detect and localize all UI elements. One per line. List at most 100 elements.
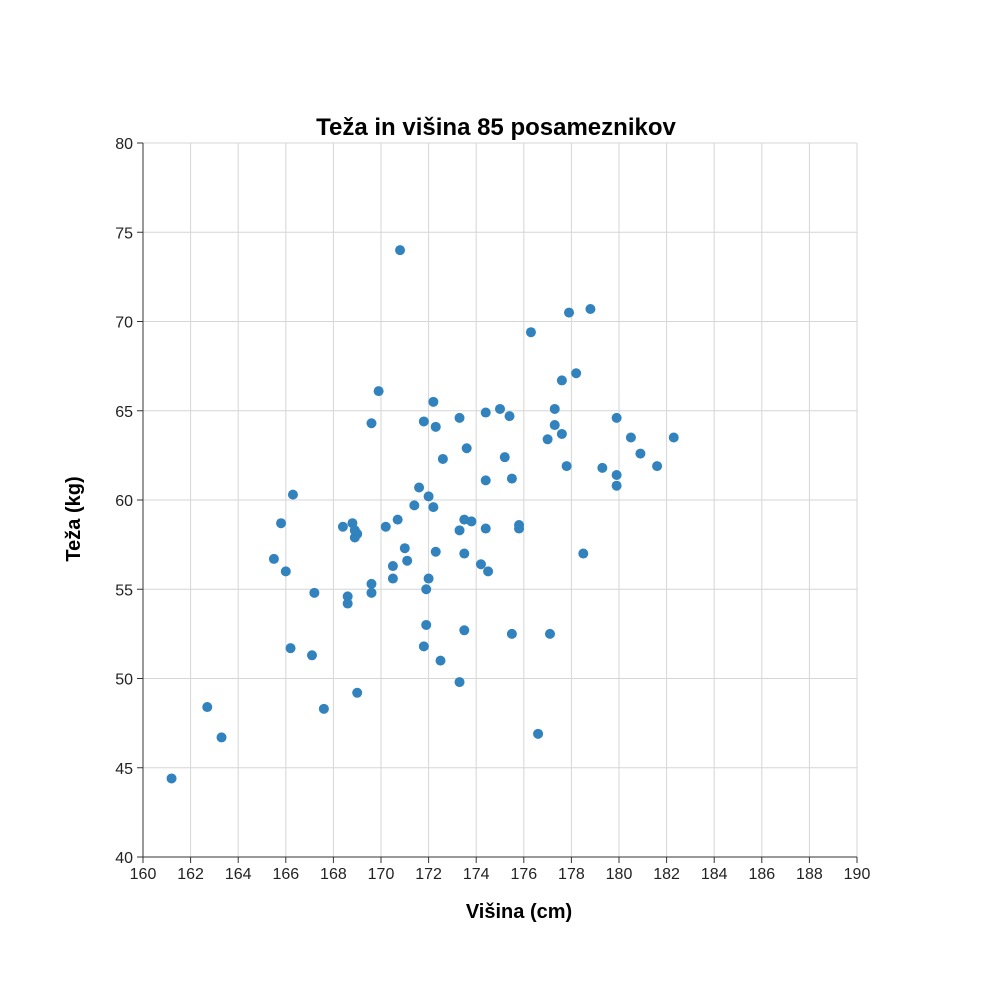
x-tick-label: 184 [701, 866, 728, 883]
data-point [561, 461, 572, 472]
data-point [454, 525, 465, 536]
x-tick-label: 166 [272, 866, 299, 883]
data-point [556, 375, 567, 386]
data-point [380, 521, 391, 532]
data-point [318, 703, 329, 714]
y-tick: 65 [115, 404, 143, 421]
data-point [418, 416, 429, 427]
y-tick: 40 [115, 850, 143, 867]
data-point [392, 514, 403, 525]
x-tick-label: 182 [653, 866, 680, 883]
y-tick: 75 [115, 225, 143, 242]
x-tick-label: 178 [558, 866, 585, 883]
x-tick: 190 [844, 857, 870, 883]
x-tick: 160 [130, 857, 157, 883]
data-point [287, 489, 298, 500]
data-point [402, 555, 413, 566]
x-tick: 174 [463, 857, 490, 883]
y-tick-label: 50 [115, 672, 133, 689]
data-point [352, 528, 363, 539]
data-point [578, 548, 589, 559]
data-point [611, 480, 622, 491]
data-point [428, 396, 439, 407]
data-point [549, 420, 560, 431]
data-point [571, 368, 582, 379]
data-point [342, 598, 353, 609]
data-point [435, 655, 446, 666]
data-point [495, 403, 505, 414]
x-tick: 164 [225, 857, 252, 883]
data-point [437, 453, 448, 464]
y-tick-label: 80 [115, 136, 133, 153]
y-tick: 60 [115, 493, 143, 510]
data-point [475, 559, 486, 570]
x-tick-label: 168 [320, 866, 347, 883]
data-point [668, 432, 679, 443]
data-point [409, 500, 420, 511]
data-point [533, 728, 544, 739]
data-point [514, 523, 525, 534]
data-point [459, 625, 470, 636]
data-point [483, 566, 494, 577]
data-point [423, 491, 434, 502]
data-point [454, 412, 465, 423]
x-tick-label: 160 [130, 866, 157, 883]
data-point [564, 307, 575, 318]
data-point [556, 428, 567, 439]
data-point [418, 641, 429, 652]
data-point [423, 573, 434, 584]
data-point [399, 543, 410, 554]
x-tick-label: 188 [796, 866, 823, 883]
data-point [549, 403, 560, 414]
x-tick: 186 [748, 857, 775, 883]
x-tick-label: 172 [415, 866, 442, 883]
data-point [454, 677, 465, 688]
data-point [342, 591, 353, 602]
data-point [635, 448, 646, 459]
data-point [597, 462, 608, 473]
y-tick: 70 [115, 315, 143, 332]
x-tick-label: 164 [225, 866, 252, 883]
data-point [525, 327, 536, 338]
x-tick-label: 174 [463, 866, 490, 883]
data-point [480, 523, 491, 534]
y-tick-label: 75 [115, 225, 133, 242]
x-tick: 178 [558, 857, 585, 883]
data-point [285, 643, 296, 654]
data-point [268, 553, 279, 564]
data-point [506, 628, 517, 639]
data-point [480, 475, 491, 486]
y-axis-label: Teža (kg) [63, 476, 85, 561]
y-tick-label: 45 [115, 761, 133, 778]
x-tick: 182 [653, 857, 680, 883]
y-tick-label: 40 [115, 850, 133, 867]
data-point [430, 546, 441, 557]
data-point [459, 548, 470, 559]
x-tick: 168 [320, 857, 347, 883]
x-tick-label: 180 [606, 866, 633, 883]
data-point [387, 573, 398, 584]
x-tick: 162 [177, 857, 204, 883]
data-point [352, 687, 363, 698]
grid [142, 142, 858, 858]
x-tick-label: 170 [368, 866, 395, 883]
y-tick: 50 [115, 672, 143, 689]
x-tick: 188 [796, 857, 823, 883]
data-point [309, 587, 320, 598]
x-tick-label: 186 [748, 866, 775, 883]
data-point [506, 473, 517, 484]
y-tick-label: 60 [115, 493, 133, 510]
data-point [611, 470, 622, 481]
x-tick: 180 [606, 857, 633, 883]
data-point [461, 443, 472, 454]
y-tick-label: 70 [115, 315, 133, 332]
chart-title: Teža in višina 85 posameznikov [316, 114, 676, 141]
data-point [421, 619, 432, 630]
data-point [202, 702, 213, 713]
x-tick: 166 [272, 857, 299, 883]
y-axis: 40 45 50 55 60 65 70 75 80 [115, 136, 144, 867]
data-point [366, 418, 377, 429]
data-point [466, 516, 477, 527]
data-point [280, 566, 291, 577]
